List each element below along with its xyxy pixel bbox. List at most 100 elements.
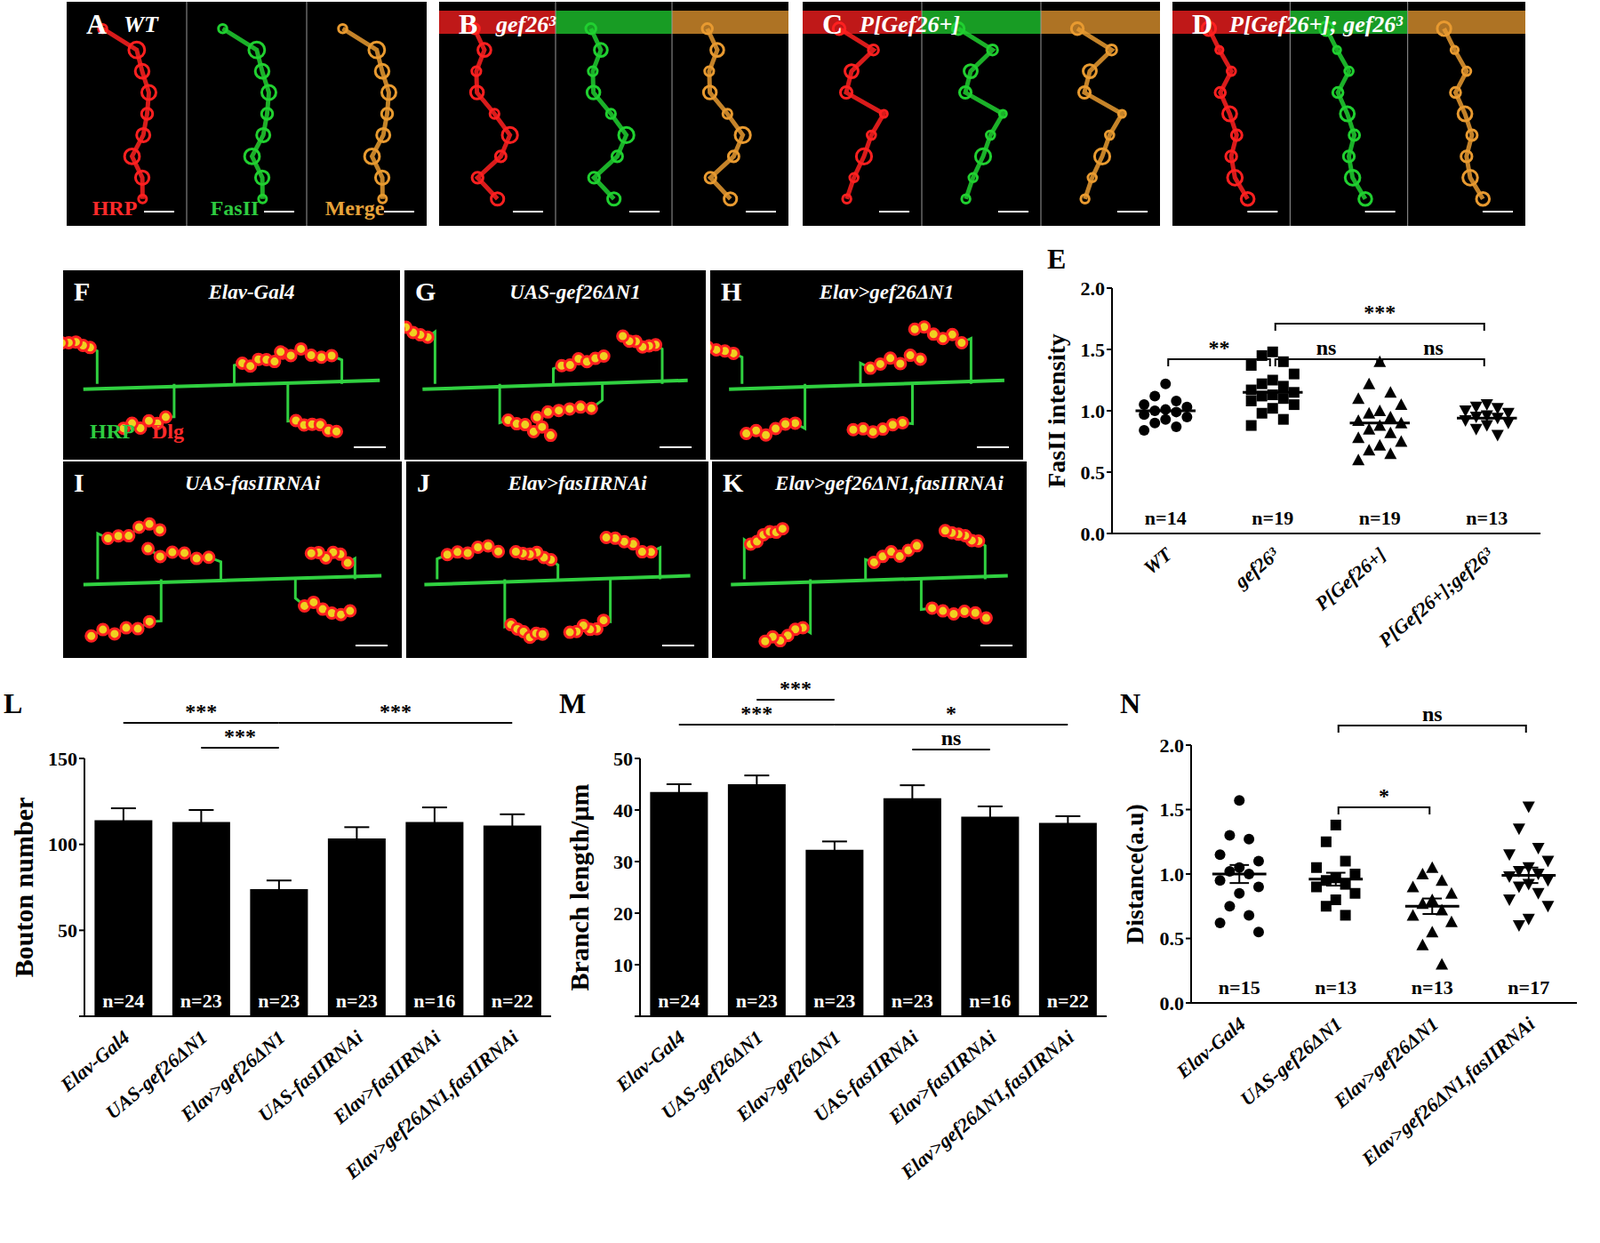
svg-text:D: D xyxy=(1192,8,1213,40)
svg-text:n=19: n=19 xyxy=(1251,506,1294,529)
svg-text:n=15: n=15 xyxy=(1218,976,1261,999)
svg-text:WT: WT xyxy=(123,11,160,38)
svg-text:150: 150 xyxy=(48,747,78,770)
svg-text:n=22: n=22 xyxy=(491,989,534,1012)
svg-text:Dlg: Dlg xyxy=(152,419,184,443)
svg-text:ns: ns xyxy=(1423,336,1444,360)
svg-text:C: C xyxy=(822,8,843,40)
svg-text:n=24: n=24 xyxy=(102,989,144,1012)
svg-text:Elav>gef26ΔN1,fasIIRNAi: Elav>gef26ΔN1,fasIIRNAi xyxy=(774,472,1004,495)
svg-text:n=23: n=23 xyxy=(257,989,300,1012)
svg-text:n=13: n=13 xyxy=(1411,976,1454,999)
svg-text:Elav>fasIIRNAi: Elav>fasIIRNAi xyxy=(328,1025,445,1128)
svg-text:1.0: 1.0 xyxy=(1080,400,1106,423)
svg-text:0.5: 0.5 xyxy=(1160,927,1185,950)
svg-text:n=23: n=23 xyxy=(336,989,378,1012)
svg-text:***: *** xyxy=(1363,300,1396,324)
svg-text:50: 50 xyxy=(57,919,78,942)
svg-text:Elav>gef26ΔN1,fasIIRNAi: Elav>gef26ΔN1,fasIIRNAi xyxy=(340,1024,524,1184)
svg-text:1.5: 1.5 xyxy=(1080,338,1106,361)
svg-text:P[Gef26+]: P[Gef26+] xyxy=(1310,543,1391,616)
svg-text:K: K xyxy=(722,467,744,497)
svg-text:P[Gef26+]: P[Gef26+] xyxy=(858,11,960,38)
svg-text:**: ** xyxy=(1208,336,1231,360)
svg-text:UAS-fasIIRNAi: UAS-fasIIRNAi xyxy=(809,1025,923,1126)
svg-text:B: B xyxy=(458,8,478,40)
svg-text:2.0: 2.0 xyxy=(1160,734,1185,757)
svg-text:*: * xyxy=(945,701,957,725)
svg-text:Elav-Gal4: Elav-Gal4 xyxy=(1171,1012,1250,1084)
svg-text:1.0: 1.0 xyxy=(1160,863,1185,886)
svg-text:n=17: n=17 xyxy=(1507,976,1550,999)
svg-text:UAS-fasIIRNAi: UAS-fasIIRNAi xyxy=(253,1025,368,1126)
svg-text:P[Gef26+];gef26³: P[Gef26+];gef26³ xyxy=(1373,543,1497,653)
svg-text:Elav>gef26ΔN1: Elav>gef26ΔN1 xyxy=(731,1025,845,1126)
svg-text:n=14: n=14 xyxy=(1144,506,1187,529)
svg-text:FasII: FasII xyxy=(210,196,260,220)
svg-text:UAS-fasIIRNAi: UAS-fasIIRNAi xyxy=(184,472,321,495)
svg-text:Elav-Gal4: Elav-Gal4 xyxy=(207,280,295,304)
svg-text:A: A xyxy=(86,8,107,40)
svg-text:Elav>fasIIRNAi: Elav>fasIIRNAi xyxy=(506,472,648,495)
svg-text:ns: ns xyxy=(1422,702,1443,726)
svg-text:HRP: HRP xyxy=(92,196,138,220)
svg-text:Distance(a.u): Distance(a.u) xyxy=(1120,803,1149,944)
svg-text:0.0: 0.0 xyxy=(1080,522,1106,545)
svg-text:***: *** xyxy=(224,724,256,748)
svg-text:n=23: n=23 xyxy=(180,989,223,1012)
svg-text:***: *** xyxy=(779,676,812,700)
svg-text:Elav-Gal4: Elav-Gal4 xyxy=(610,1025,689,1097)
svg-text:Elav>gef26ΔN1,fasIIRNAi: Elav>gef26ΔN1,fasIIRNAi xyxy=(896,1024,1080,1184)
svg-text:n=23: n=23 xyxy=(736,989,778,1012)
svg-text:n=16: n=16 xyxy=(968,989,1011,1012)
svg-text:FasII intensity: FasII intensity xyxy=(1042,333,1071,488)
svg-text:n=16: n=16 xyxy=(413,989,456,1012)
svg-text:I: I xyxy=(73,467,85,497)
svg-text:Elav>gef26ΔN1: Elav>gef26ΔN1 xyxy=(176,1025,290,1126)
svg-text:F: F xyxy=(73,276,90,306)
svg-text:H: H xyxy=(720,276,742,306)
svg-text:ns: ns xyxy=(941,726,962,750)
svg-text:0.5: 0.5 xyxy=(1080,461,1106,484)
svg-text:n=13: n=13 xyxy=(1314,976,1357,999)
svg-text:***: *** xyxy=(379,699,412,723)
svg-text:n=22: n=22 xyxy=(1047,989,1089,1012)
svg-text:Elav>gef26ΔN1: Elav>gef26ΔN1 xyxy=(818,280,954,304)
svg-text:0.0: 0.0 xyxy=(1160,992,1185,1015)
svg-text:2.0: 2.0 xyxy=(1080,277,1106,300)
svg-text:Elav>gef26ΔN1,fasIIRNAi: Elav>gef26ΔN1,fasIIRNAi xyxy=(1356,1011,1540,1170)
svg-text:HRP: HRP xyxy=(89,419,136,443)
svg-text:J: J xyxy=(416,467,431,497)
svg-text:Elav-Gal4: Elav-Gal4 xyxy=(55,1025,134,1097)
svg-text:n=19: n=19 xyxy=(1359,506,1401,529)
svg-text:10: 10 xyxy=(613,953,633,976)
svg-text:G: G xyxy=(415,276,436,306)
svg-text:50: 50 xyxy=(613,747,633,770)
svg-text:P[Gef26+]; gef26³: P[Gef26+]; gef26³ xyxy=(1228,11,1404,38)
svg-text:ns: ns xyxy=(1316,336,1337,360)
svg-text:WT: WT xyxy=(1139,542,1178,579)
svg-text:30: 30 xyxy=(613,850,633,873)
svg-text:n=24: n=24 xyxy=(657,989,700,1012)
svg-text:L: L xyxy=(3,687,23,720)
svg-text:gef26³: gef26³ xyxy=(1229,543,1284,593)
svg-text:Bouton number: Bouton number xyxy=(8,797,39,978)
svg-text:40: 40 xyxy=(613,799,633,822)
svg-text:n=23: n=23 xyxy=(891,989,934,1012)
svg-text:1.5: 1.5 xyxy=(1160,798,1185,821)
svg-text:M: M xyxy=(559,687,586,720)
svg-text:n=23: n=23 xyxy=(813,989,856,1012)
svg-text:Branch length/μm: Branch length/μm xyxy=(564,784,594,992)
svg-text:20: 20 xyxy=(613,902,633,925)
svg-text:gef26³: gef26³ xyxy=(495,11,557,38)
svg-text:***: *** xyxy=(740,701,773,725)
svg-text:n=13: n=13 xyxy=(1465,506,1508,529)
svg-text:N: N xyxy=(1120,687,1141,720)
svg-text:E: E xyxy=(1047,242,1066,275)
svg-text:UAS-gef26ΔN1: UAS-gef26ΔN1 xyxy=(509,280,640,304)
svg-text:Elav>fasIIRNAi: Elav>fasIIRNAi xyxy=(884,1025,1001,1128)
svg-text:*: * xyxy=(1378,784,1390,808)
svg-text:100: 100 xyxy=(48,832,78,856)
svg-text:Merge: Merge xyxy=(325,196,385,220)
svg-text:***: *** xyxy=(184,699,217,723)
